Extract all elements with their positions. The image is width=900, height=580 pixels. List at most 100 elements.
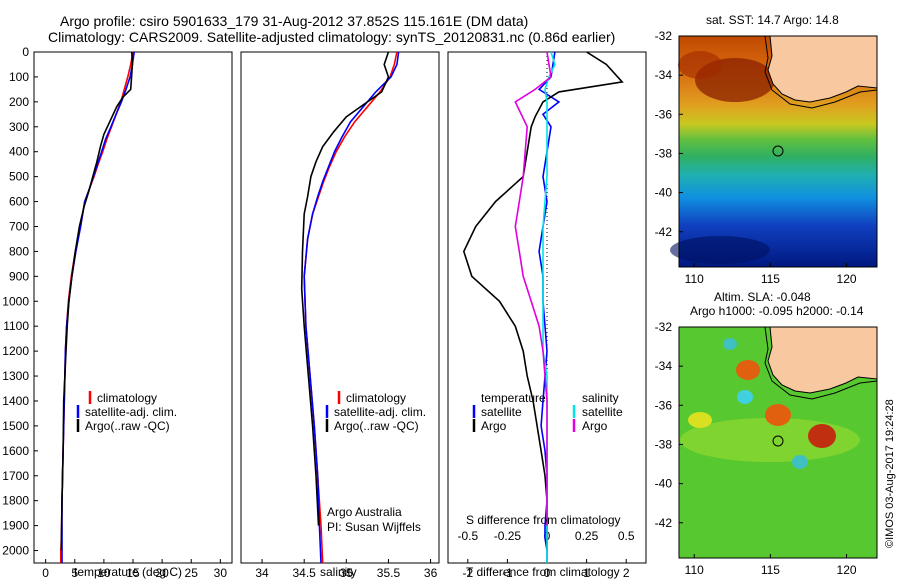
difference-legend-salinity: salinity satellite Argo	[572, 391, 623, 433]
x-tick-label: 0.25	[575, 529, 599, 543]
temperature-xlabel: temperature (deg C)	[74, 565, 182, 579]
legend-label-satellite: satellite-adj. clim.	[85, 405, 177, 419]
sst-map-title: sat. SST: 14.7 Argo: 14.8	[706, 13, 839, 27]
x-tick-label: 0	[42, 566, 49, 580]
y-tick-label: 900	[9, 269, 29, 283]
y-tick-label: 400	[9, 145, 29, 159]
t-difference-tick-labels: -2 -1 0 1 2	[462, 559, 630, 580]
sla-map-title-line2: Argo h1000: -0.095 h2000: -0.14	[690, 304, 864, 318]
legend-label-satellite: satellite-adj. clim.	[334, 405, 426, 419]
x-tick-label: 110	[685, 272, 704, 286]
temperature-legend: climatology satellite-adj. clim. Argo(..…	[76, 391, 177, 433]
y-tick-label: 500	[9, 170, 29, 184]
legend-label-climatology: climatology	[97, 391, 157, 405]
y-tick-label: 1200	[2, 344, 29, 358]
y-tick-label: 800	[9, 244, 29, 258]
legend-title-temperature: temperature	[481, 391, 546, 405]
x-tick-label: 20	[155, 566, 169, 580]
y-tick-label: -38	[655, 146, 673, 160]
x-tick-label: -0.5	[457, 529, 478, 543]
salinity-series	[300, 52, 400, 563]
legend-title-salinity: salinity	[582, 391, 619, 405]
y-tick-label: -36	[655, 398, 673, 412]
x-tick-label: 0.5	[618, 529, 635, 543]
x-tick-label: 115	[761, 272, 780, 286]
y-tick-label: 600	[9, 195, 29, 209]
x-tick-label: 120	[837, 272, 857, 286]
sla-map-tick-labels: 110 115 120 -32 -34 -36 -38 -40 -42	[655, 320, 857, 577]
legend-label-s-argo: Argo	[582, 419, 608, 433]
temperature-tick-labels: 0 5 10 15 20 25 30	[42, 559, 227, 580]
x-tick-label: -2	[462, 566, 473, 580]
series-line	[60, 52, 134, 551]
y-tick-label: 1900	[2, 519, 29, 533]
x-tick-label: -1	[502, 566, 513, 580]
y-tick-label: 1500	[2, 419, 29, 433]
y-tick-label: -42	[655, 516, 673, 530]
x-tick-label: 35	[340, 566, 354, 580]
y-tick-label: 700	[9, 219, 29, 233]
sla-low-3	[792, 455, 808, 469]
y-tick-label: -32	[655, 320, 673, 334]
x-tick-label: 0	[544, 566, 551, 580]
legend-label-s-satellite: satellite	[582, 405, 623, 419]
x-tick-label: 34	[255, 566, 269, 580]
isobath-contour	[764, 35, 878, 109]
y-tick-label: -32	[655, 29, 673, 43]
y-tick-label: 1100	[3, 319, 29, 333]
y-tick-label: -36	[655, 107, 673, 121]
temperature-panel: 0100200300400500600700800900100011001200…	[2, 45, 233, 580]
salinity-legend: climatology satellite-adj. clim. Argo(..…	[325, 391, 426, 433]
argo-position-marker	[772, 145, 784, 157]
timestamp-credit: ©IMOS 03-Aug-2017 19:24:28	[884, 399, 896, 548]
y-tick-label: 1700	[2, 469, 29, 483]
figure-title-line2: Climatology: CARS2009. Satellite-adjuste…	[48, 29, 615, 45]
y-tick-label: 100	[9, 70, 29, 84]
salinity-xlabel: salinity	[320, 565, 357, 579]
y-tick-label: 1300	[2, 369, 29, 383]
x-tick-label: 1	[583, 566, 590, 580]
y-tick-label: -40	[655, 186, 673, 200]
difference-panel: -2 -1 0 1 2 -0.5 -0.25 0 0.25 0.5 S difference f…	[447, 51, 647, 580]
sst-cold-patch	[670, 236, 770, 264]
sla-high-1	[736, 360, 760, 380]
credit-org: Argo Australia	[327, 505, 402, 519]
sst-map-tick-labels: 110 115 120 -32 -34 -36 -38 -40 -42	[655, 29, 857, 286]
t-difference-xlabel: T difference from climatology	[466, 565, 620, 579]
y-tick-label: 2000	[2, 544, 29, 558]
y-tick-label: 0	[22, 45, 29, 59]
x-tick-label: 120	[837, 563, 857, 577]
x-tick-label: 5	[71, 566, 78, 580]
x-tick-label: -0.25	[494, 529, 522, 543]
x-tick-label: 2	[623, 566, 630, 580]
y-tick-label: 1400	[2, 394, 29, 408]
sla-high-2	[765, 404, 791, 426]
sla-high-3	[808, 424, 836, 448]
y-tick-label: -38	[655, 437, 673, 451]
x-tick-label: 30	[214, 566, 228, 580]
argo-position-marker	[772, 435, 784, 447]
x-tick-label: 15	[126, 566, 140, 580]
salinity-tick-labels: 34 34.5 35 35.5 36	[255, 559, 438, 580]
isobath-contour	[764, 326, 878, 400]
legend-label-t-satellite: satellite	[481, 405, 522, 419]
sst-warm-patch	[678, 51, 722, 79]
x-tick-label: 35.5	[377, 566, 401, 580]
x-tick-label: 110	[685, 563, 704, 577]
figure-title-line1: Argo profile: csiro 5901633_179 31-Aug-2…	[60, 13, 528, 29]
y-tick-label: -42	[655, 225, 673, 239]
x-tick-label: 34.5	[293, 566, 317, 580]
x-tick-label: 10	[97, 566, 111, 580]
legend-label-argo: Argo(..raw -QC)	[85, 419, 170, 433]
legend-label-argo: Argo(..raw -QC)	[334, 419, 419, 433]
sla-map-panel: Altim. SLA: -0.048 Argo h1000: -0.095 h2…	[655, 290, 878, 577]
y-tick-label: 1000	[2, 294, 29, 308]
temperature-series	[59, 52, 135, 563]
legend-label-t-argo: Argo	[481, 419, 507, 433]
difference-legend-temperature: temperature satellite Argo	[472, 391, 546, 433]
x-tick-label: 25	[185, 566, 199, 580]
y-tick-label: 1800	[2, 494, 29, 508]
difference-series	[462, 52, 624, 563]
sst-map-panel: sat. SST: 14.7 Argo: 14.8 110 115 120 -32 -3…	[655, 13, 878, 286]
